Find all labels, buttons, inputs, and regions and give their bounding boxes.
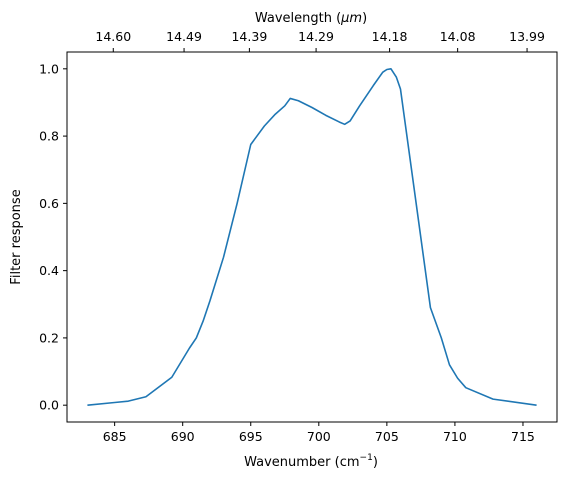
top-tick-label: 13.99 (509, 29, 545, 44)
x-tick-label: 685 (103, 429, 127, 444)
x-axis-label-superscript: −1 (360, 453, 373, 463)
y-tick-label: 0.0 (39, 398, 59, 413)
series-layer (87, 68, 537, 406)
x-tick-label: 705 (375, 429, 399, 444)
top-tick-label: 14.29 (298, 29, 334, 44)
y-axis: 0.0 0.2 0.4 0.6 0.8 1.0 (39, 61, 67, 413)
top-x-axis: 14.60 14.49 14.39 14.29 14.18 14.08 13.99 (95, 29, 545, 52)
top-x-axis-label-text: Wavelength ( (255, 11, 341, 26)
x-tick-label: 690 (171, 429, 195, 444)
bottom-x-axis: 685 690 695 700 705 710 715 (103, 422, 535, 444)
top-x-axis-label-suffix: ) (362, 11, 367, 26)
x-tick-label: 710 (443, 429, 467, 444)
top-tick-label: 14.18 (372, 29, 408, 44)
x-tick-label: 695 (239, 429, 263, 444)
y-tick-label: 0.8 (39, 129, 59, 144)
top-tick-label: 14.49 (166, 29, 202, 44)
y-tick-label: 0.6 (39, 196, 59, 211)
top-tick-label: 14.08 (440, 29, 476, 44)
x-tick-label: 715 (511, 429, 535, 444)
series-line-1 (87, 68, 537, 406)
y-tick-label: 0.2 (39, 330, 59, 345)
top-tick-label: 14.39 (231, 29, 267, 44)
y-tick-label: 1.0 (39, 61, 59, 76)
x-axis-label: Wavenumber (cm−1) (244, 453, 378, 470)
top-tick-label: 14.60 (95, 29, 131, 44)
y-tick-label: 0.4 (39, 263, 59, 278)
y-axis-label: Filter response (9, 189, 24, 284)
top-x-axis-label-unit: μm (340, 11, 362, 26)
axes-frame (66, 51, 558, 423)
x-axis-label-suffix: ) (373, 455, 378, 470)
x-axis-label-text: Wavenumber (cm (244, 455, 359, 470)
top-x-axis-label: Wavelength (μm) (255, 11, 367, 26)
x-tick-label: 700 (307, 429, 331, 444)
plot-area: 685 690 695 700 705 710 715 0.0 0.2 0.4 0.6 0.8 1.0… (39, 29, 558, 444)
